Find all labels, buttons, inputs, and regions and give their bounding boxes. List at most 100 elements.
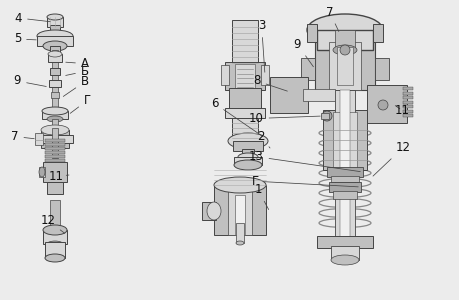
Bar (41, 130, 69, 148)
Ellipse shape (43, 225, 67, 235)
Bar (52, 119, 58, 127)
Bar (52, 128, 58, 158)
Bar (235, 64, 255, 88)
Ellipse shape (378, 100, 388, 110)
Text: 7: 7 (11, 130, 34, 143)
Text: 11: 11 (395, 104, 409, 117)
Bar (50, 200, 60, 260)
Bar (42, 111, 68, 119)
Bar (403, 87, 413, 90)
Bar (242, 149, 254, 157)
Bar (403, 92, 413, 94)
Bar (403, 114, 413, 117)
Bar (234, 157, 262, 165)
Ellipse shape (47, 241, 63, 247)
Bar (317, 236, 373, 248)
Bar (331, 176, 359, 182)
Bar (52, 50, 58, 108)
Bar (43, 230, 67, 244)
Bar (39, 167, 45, 177)
Bar (202, 202, 216, 220)
Bar (232, 20, 258, 65)
Bar (270, 77, 308, 113)
Bar (303, 89, 335, 101)
Bar (235, 195, 245, 235)
Ellipse shape (47, 14, 63, 20)
Bar (45, 147, 65, 150)
Bar (51, 92, 59, 98)
Text: 2: 2 (257, 130, 270, 148)
Ellipse shape (207, 202, 221, 220)
Text: 10: 10 (249, 112, 320, 125)
Bar (335, 90, 355, 250)
Text: 9: 9 (294, 38, 313, 67)
Ellipse shape (322, 111, 332, 121)
Ellipse shape (214, 177, 266, 193)
Bar (261, 65, 269, 85)
Bar (323, 110, 367, 170)
Bar (333, 112, 357, 168)
Bar (340, 90, 350, 250)
Ellipse shape (45, 254, 65, 262)
Ellipse shape (331, 255, 359, 265)
Text: 3: 3 (258, 19, 265, 72)
Ellipse shape (234, 160, 262, 170)
Bar (373, 24, 383, 42)
Bar (331, 246, 359, 260)
Text: Б: Б (66, 65, 89, 78)
Bar (48, 54, 62, 62)
Bar (236, 223, 244, 243)
Bar (221, 65, 229, 85)
Bar (233, 141, 263, 151)
Bar (45, 143, 65, 146)
Bar (329, 42, 361, 90)
Bar (329, 182, 361, 192)
Bar (307, 24, 317, 42)
Bar (45, 139, 65, 142)
Ellipse shape (39, 167, 45, 177)
Bar (50, 68, 60, 75)
Bar (301, 58, 315, 80)
Bar (403, 96, 413, 99)
Bar (333, 191, 357, 199)
Ellipse shape (41, 125, 69, 135)
Bar (47, 17, 63, 27)
Bar (49, 80, 61, 87)
Bar (229, 88, 261, 110)
Bar (403, 100, 413, 103)
Bar (45, 155, 65, 158)
Bar (45, 159, 65, 162)
Text: 12: 12 (373, 141, 410, 176)
Bar (367, 85, 407, 123)
Ellipse shape (43, 41, 67, 51)
Bar (45, 242, 65, 258)
Bar (228, 185, 252, 235)
Text: Г: Г (252, 175, 358, 188)
Bar (335, 30, 355, 50)
Bar (317, 30, 373, 50)
Bar (35, 133, 43, 145)
Bar (232, 118, 258, 140)
Bar (225, 62, 265, 90)
Bar (403, 105, 413, 108)
Bar (403, 110, 413, 112)
Text: 9: 9 (14, 74, 46, 88)
Bar (50, 46, 60, 56)
Bar (337, 47, 353, 85)
Bar (45, 151, 65, 154)
Bar (214, 185, 266, 235)
Text: Г: Г (70, 94, 91, 113)
Text: А: А (66, 57, 89, 70)
Bar (50, 25, 60, 30)
Text: 5: 5 (14, 32, 36, 46)
Ellipse shape (37, 30, 73, 42)
Text: 8: 8 (253, 74, 287, 91)
Text: 13: 13 (249, 150, 360, 172)
Bar (47, 182, 63, 194)
Text: 12: 12 (40, 214, 65, 233)
Bar (315, 42, 375, 90)
Text: 11: 11 (49, 170, 69, 183)
Ellipse shape (236, 241, 244, 245)
Bar (375, 58, 389, 80)
Ellipse shape (48, 51, 62, 57)
